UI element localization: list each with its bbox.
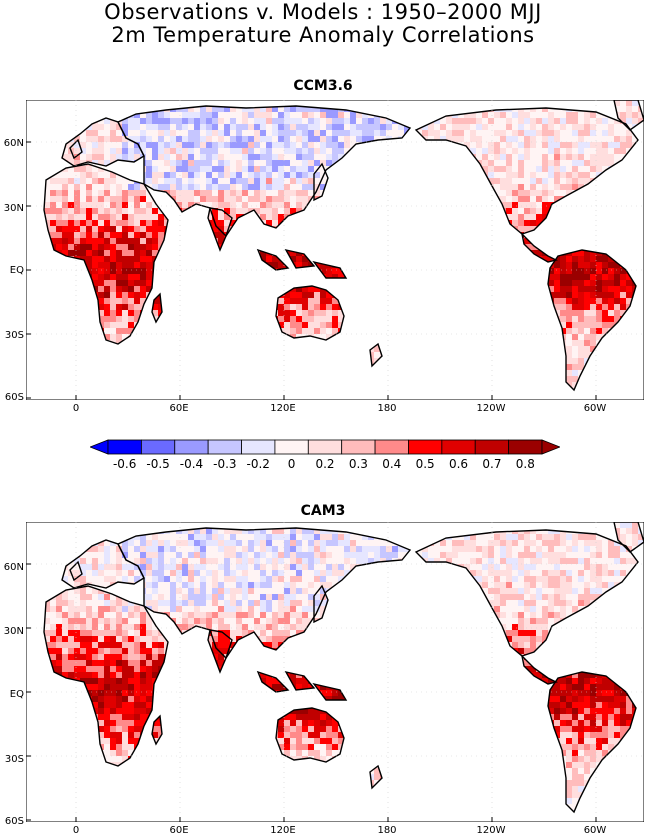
lon-label: 120W: [476, 403, 506, 414]
colorbar-swatch: [174, 439, 209, 455]
colorbar-label: 0.6: [449, 457, 468, 471]
colorbar-label: 0.2: [315, 457, 334, 471]
lon-label: 60E: [169, 403, 189, 414]
map-panel-cam3: [26, 522, 644, 822]
lat-label: 60N: [3, 562, 24, 573]
colorbar-swatch: [508, 439, 543, 455]
lon-label: 60E: [169, 825, 189, 836]
colorbar-swatch: [140, 439, 176, 455]
colorbar-label: 0.8: [516, 457, 535, 471]
figure-title-line2: 2m Temperature Anomaly Correlations: [111, 23, 535, 47]
colorbar-swatch: [374, 439, 409, 455]
lon-label: 60W: [583, 403, 607, 414]
colorbar-label: -0.4: [180, 457, 203, 471]
panel-title-ccm36: CCM3.6: [293, 78, 353, 94]
lon-label: 0: [72, 825, 80, 836]
lat-label: 30S: [4, 754, 24, 765]
colorbar-label: -0.5: [146, 457, 169, 471]
lon-label: 180: [377, 825, 397, 836]
lon-label: 180: [377, 403, 397, 414]
lon-label: 120E: [270, 403, 296, 414]
lat-label: 30N: [3, 203, 24, 214]
colorbar-swatch: [307, 439, 343, 455]
colorbar-arrow-high: [541, 439, 560, 455]
colorbar-label: 0.5: [416, 457, 435, 471]
colorbar-swatch: [207, 439, 242, 455]
colorbar-label: -0.6: [113, 457, 136, 471]
colorbar-label: 0: [288, 457, 296, 471]
lon-label: 120W: [476, 825, 506, 836]
colorbar-arrow-low: [90, 439, 109, 455]
colorbar: -0.6 -0.5 -0.4 -0.3 -0.2 0 0.2 0.3 0.4 0.5 0.6 0.7 0…: [90, 439, 560, 471]
lat-label: 60S: [4, 392, 24, 403]
colorbar-swatch: [474, 439, 510, 455]
figure-title-line1: Observations v. Models : 1950–2000 MJJ: [104, 0, 542, 24]
colorbar-swatch: [341, 439, 376, 455]
colorbar-label: -0.3: [213, 457, 236, 471]
colorbar-swatch: [241, 439, 276, 455]
lon-label: 0: [72, 403, 80, 414]
lat-label: 30S: [4, 330, 24, 341]
colorbar-label: 0.3: [349, 457, 368, 471]
colorbar-swatch: [274, 439, 309, 455]
lon-label: 120E: [270, 825, 296, 836]
map-panel-ccm36: [26, 100, 644, 400]
lat-label: 60S: [4, 816, 24, 827]
colorbar-swatch: [441, 439, 476, 455]
colorbar-label: 0.7: [482, 457, 501, 471]
panel-title-cam3: CAM3: [300, 503, 346, 519]
colorbar-swatch: [107, 439, 142, 455]
colorbar-label: -0.2: [247, 457, 270, 471]
colorbar-swatch: [408, 439, 443, 455]
lat-label: EQ: [9, 689, 24, 700]
lon-label: 60W: [583, 825, 607, 836]
colorbar-label: 0.4: [382, 457, 401, 471]
lat-label: 30N: [3, 626, 24, 637]
lat-label: EQ: [9, 265, 24, 276]
lat-label: 60N: [3, 138, 24, 149]
